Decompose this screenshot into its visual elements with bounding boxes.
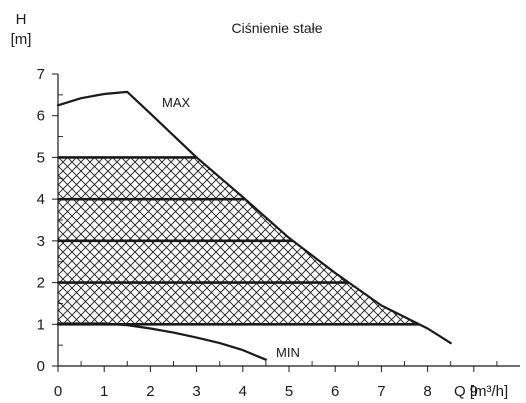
y-axis-title: H: [16, 11, 27, 28]
chart-title: Ciśnienie stałe: [231, 20, 322, 36]
x-tick-label: 5: [285, 383, 293, 400]
x-tick-label: 6: [331, 383, 339, 400]
x-tick-label: 3: [192, 383, 200, 400]
x-tick-label: 8: [423, 383, 431, 400]
y-tick-label: 1: [37, 316, 45, 333]
axes: 0 1 2 3 4 5 6 7 8 9 0 1 2 3 4 5 6 7: [37, 66, 520, 400]
curve-label-max: MAX: [162, 95, 191, 110]
y-tick-label: 3: [37, 233, 45, 250]
y-tick-label: 0: [37, 358, 45, 375]
y-tick-label: 7: [37, 66, 45, 83]
curve-label-min: MIN: [276, 345, 300, 360]
x-tick-label: 2: [146, 383, 154, 400]
constant-pressure-levels: [58, 156, 420, 326]
y-tick-label: 2: [37, 275, 45, 292]
y-tick-label: 5: [37, 149, 45, 166]
y-tick-label: 6: [37, 108, 45, 125]
x-axis-title: Q [m³/h]: [454, 383, 508, 400]
y-tick-label: 4: [37, 191, 45, 208]
x-tick-label: 4: [239, 383, 247, 400]
y-axis-unit: [m]: [11, 31, 32, 48]
x-tick-label: 0: [54, 383, 62, 400]
x-tick-label: 9: [470, 383, 478, 400]
pump-curves: [56, 90, 452, 361]
curve-labels: MAX MIN: [162, 95, 300, 360]
curve-max: [56, 90, 452, 345]
curve-min: [56, 322, 267, 361]
x-tick-label: 7: [377, 383, 385, 400]
x-tick-label: 1: [100, 383, 108, 400]
